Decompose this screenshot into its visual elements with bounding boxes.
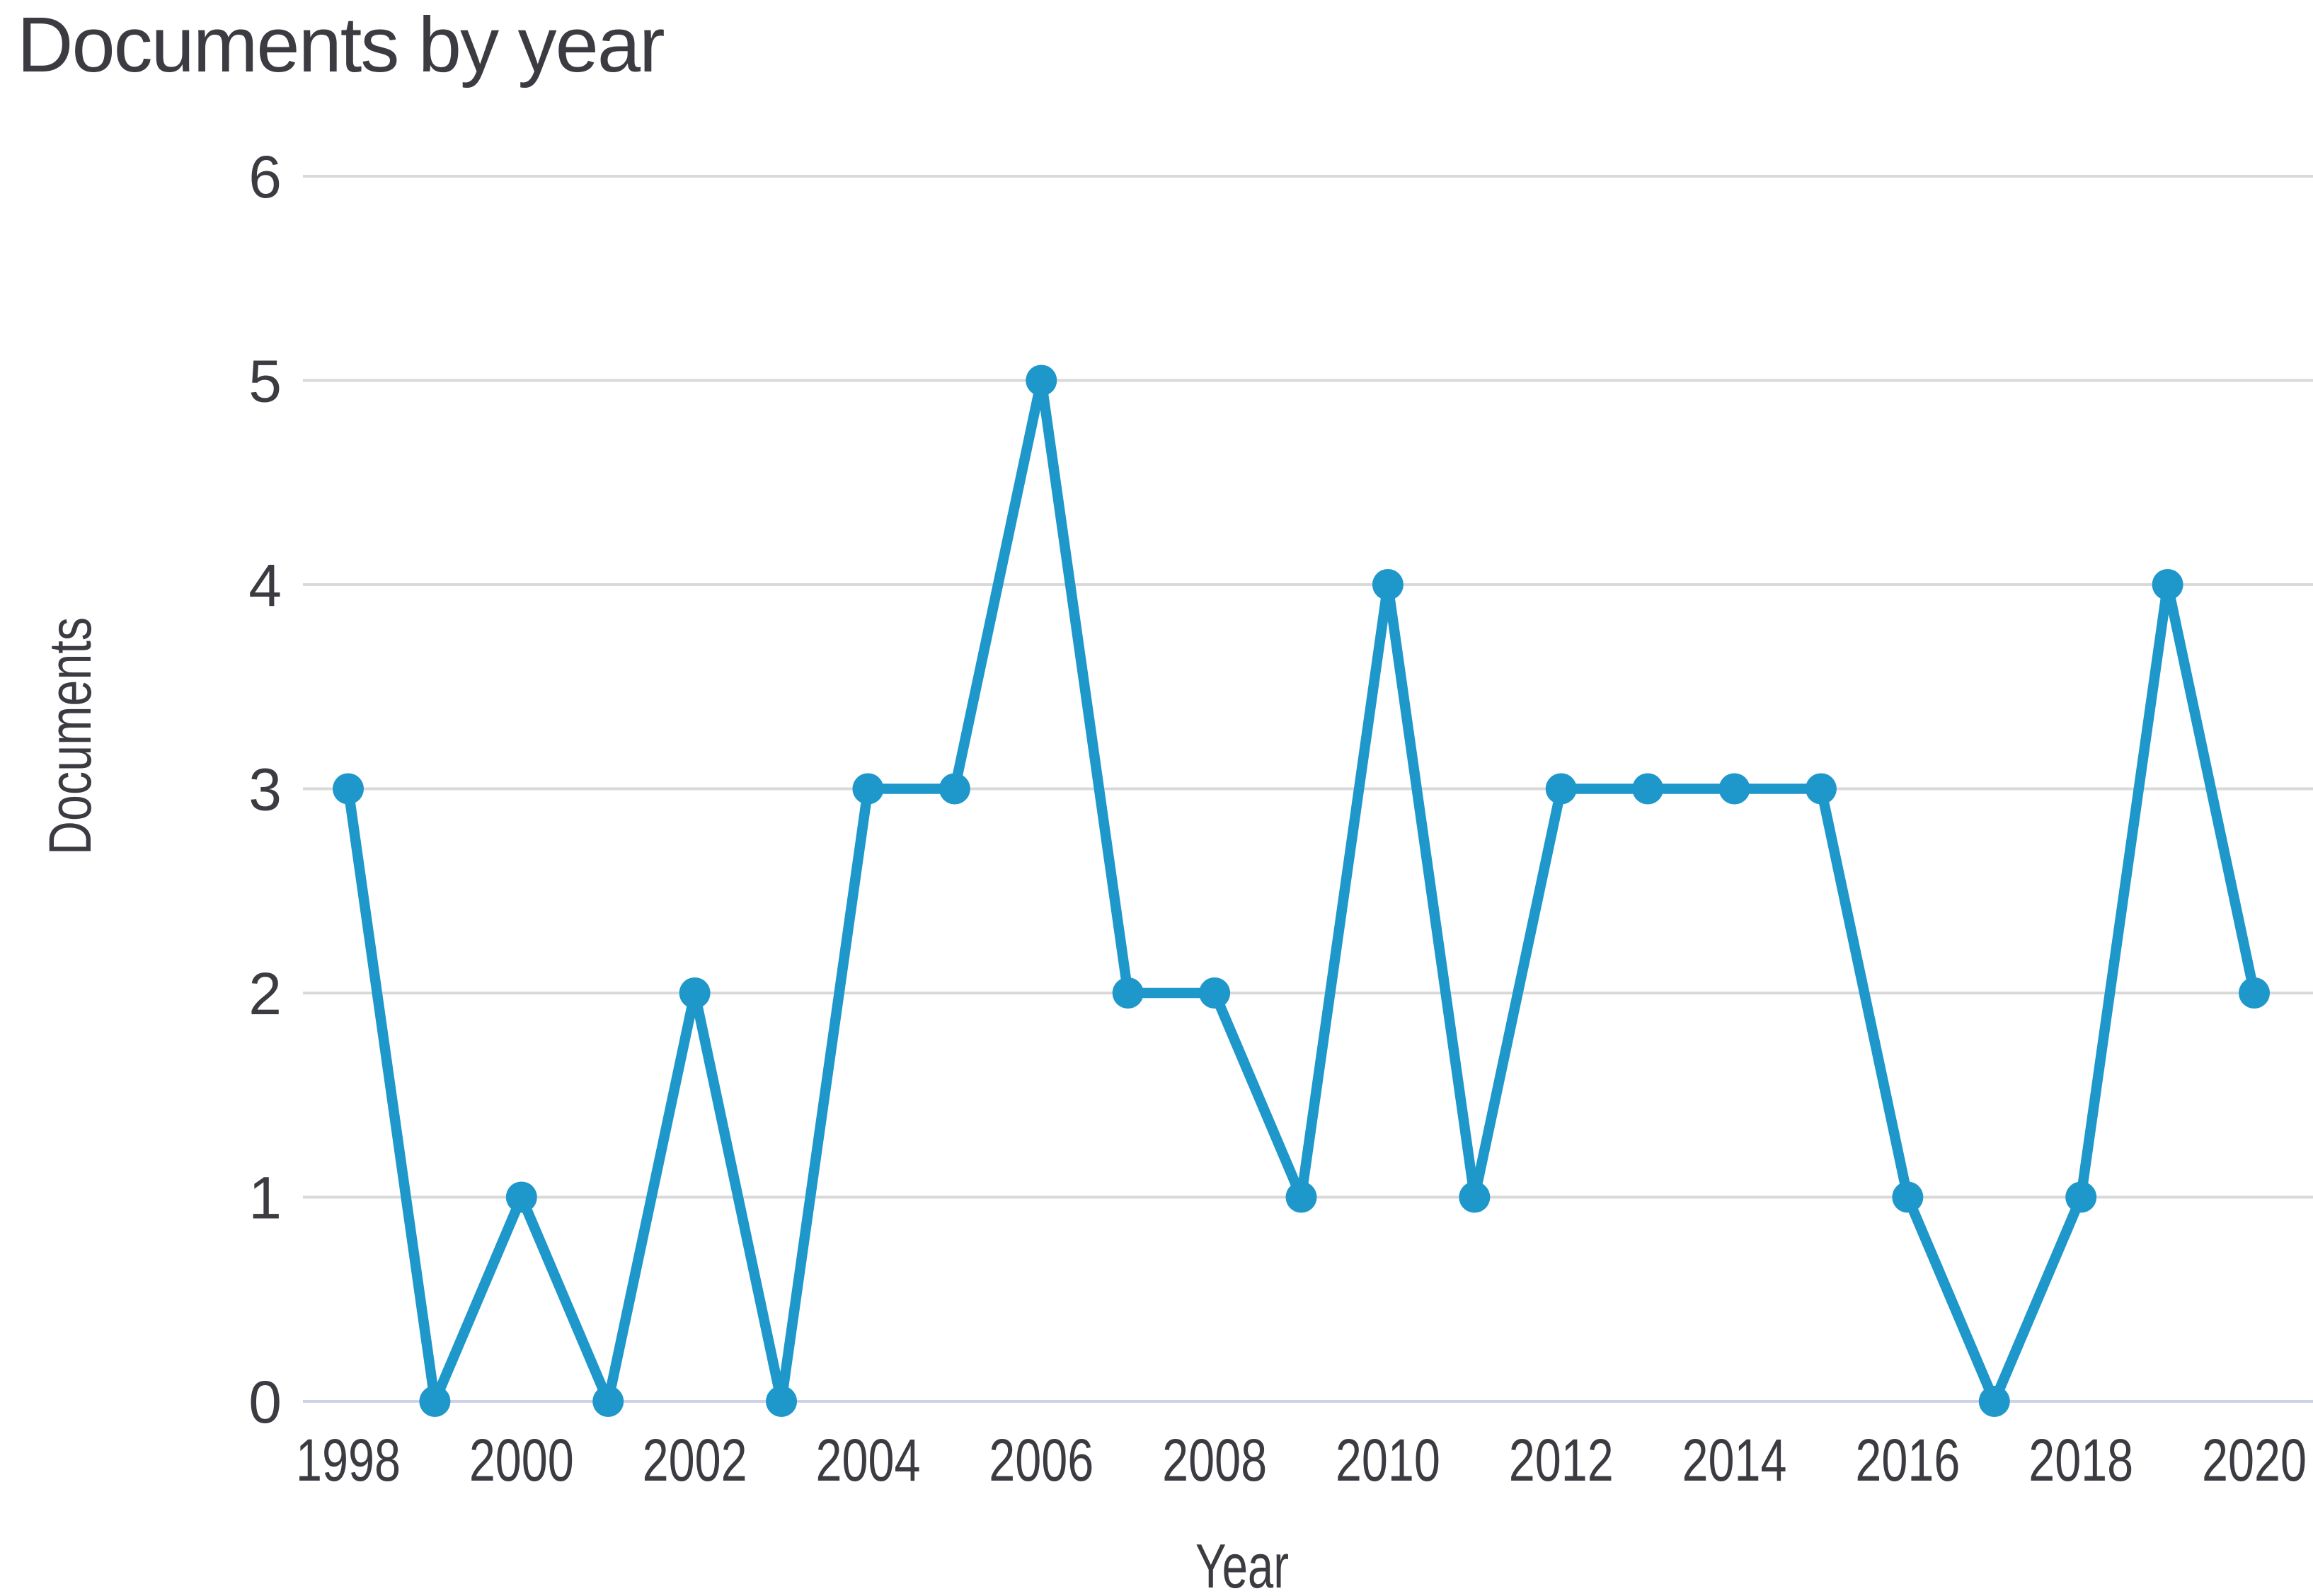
data-point-marker[interactable]	[2065, 1181, 2097, 1213]
data-point-marker[interactable]	[939, 773, 970, 805]
data-point-marker[interactable]	[1459, 1181, 1491, 1213]
chart-title: Documents by year	[17, 1, 665, 88]
data-point-marker[interactable]	[1112, 977, 1144, 1009]
data-point-marker[interactable]	[505, 1181, 537, 1213]
data-point-marker[interactable]	[1718, 773, 1750, 805]
y-axis-ticks: 0 1 2 3 4 5 6	[248, 144, 282, 1435]
x-tick-label: 2020	[2202, 1427, 2307, 1493]
data-point-marker[interactable]	[766, 1386, 798, 1417]
data-point-marker[interactable]	[1892, 1181, 1924, 1213]
x-tick-label: 2000	[469, 1427, 574, 1493]
y-tick-label: 1	[248, 1165, 282, 1232]
x-axis-title: Year	[1195, 1531, 1289, 1596]
gridlines-group	[303, 175, 2313, 1403]
y-tick-label: 5	[248, 348, 282, 415]
data-point-marker[interactable]	[1805, 773, 1837, 805]
data-point-marker[interactable]	[852, 773, 884, 805]
x-tick-label: 2010	[1336, 1427, 1440, 1493]
data-point-marker[interactable]	[1978, 1386, 2010, 1417]
x-tick-label: 1998	[296, 1427, 401, 1493]
data-point-marker[interactable]	[1372, 569, 1404, 600]
x-tick-label: 2002	[643, 1427, 747, 1493]
data-point-marker[interactable]	[1632, 773, 1664, 805]
x-tick-label: 2012	[1509, 1427, 1614, 1493]
x-tick-label: 2018	[2028, 1427, 2133, 1493]
x-axis-ticks: 1998 2000 2002 2004 2006 2008 2010 2012 2014 2016…	[296, 1427, 2307, 1493]
x-tick-label: 2006	[989, 1427, 1094, 1493]
trend-line	[343, 375, 2260, 1407]
documents-series	[333, 364, 2271, 1417]
data-point-marker[interactable]	[333, 773, 364, 805]
y-tick-label: 6	[248, 144, 282, 210]
data-point-marker[interactable]	[1285, 1181, 1317, 1213]
y-tick-label: 2	[248, 960, 282, 1027]
y-tick-label: 3	[248, 757, 282, 823]
data-point-marker[interactable]	[1026, 364, 1057, 396]
data-point-marker[interactable]	[1199, 977, 1231, 1009]
x-tick-label: 2004	[815, 1427, 920, 1493]
x-tick-label: 2014	[1682, 1427, 1787, 1493]
x-tick-label: 2008	[1162, 1427, 1267, 1493]
data-point-marker[interactable]	[679, 977, 711, 1009]
x-tick-label: 2016	[1855, 1427, 1960, 1493]
y-tick-label: 4	[248, 552, 282, 619]
data-point-marker[interactable]	[419, 1386, 451, 1417]
data-point-marker[interactable]	[2152, 569, 2183, 600]
data-point-marker[interactable]	[1545, 773, 1577, 805]
data-point-marker[interactable]	[592, 1386, 624, 1417]
y-tick-label: 0	[248, 1369, 282, 1435]
data-point-marker[interactable]	[2239, 977, 2271, 1009]
y-axis-title: Documents	[37, 617, 103, 855]
